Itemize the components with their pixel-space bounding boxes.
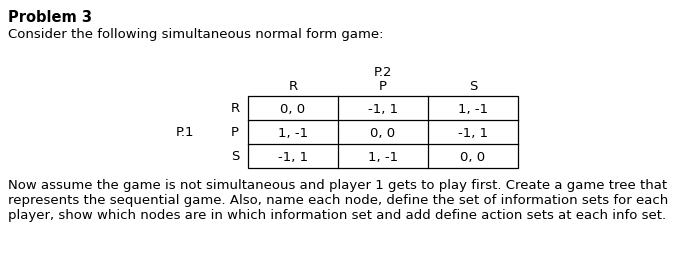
- Text: -1, 1: -1, 1: [278, 150, 308, 163]
- Text: -1, 1: -1, 1: [458, 126, 488, 139]
- Text: Consider the following simultaneous normal form game:: Consider the following simultaneous norm…: [8, 28, 384, 41]
- Text: represents the sequential game. Also, name each node, define the set of informat: represents the sequential game. Also, na…: [8, 193, 668, 206]
- Text: S: S: [231, 150, 239, 163]
- Bar: [248, 97, 518, 168]
- Text: P: P: [379, 80, 387, 93]
- Text: P: P: [231, 126, 239, 139]
- Text: 1, -1: 1, -1: [458, 102, 488, 115]
- Text: P.1: P.1: [176, 126, 194, 139]
- Text: P.2: P.2: [374, 65, 392, 78]
- Text: 0, 0: 0, 0: [281, 102, 306, 115]
- Text: -1, 1: -1, 1: [368, 102, 398, 115]
- Text: player, show which nodes are in which information set and add define action sets: player, show which nodes are in which in…: [8, 208, 666, 221]
- Text: 0, 0: 0, 0: [460, 150, 485, 163]
- Text: 1, -1: 1, -1: [368, 150, 398, 163]
- Text: Problem 3: Problem 3: [8, 10, 92, 25]
- Text: 0, 0: 0, 0: [370, 126, 396, 139]
- Text: R: R: [289, 80, 297, 93]
- Text: S: S: [469, 80, 477, 93]
- Text: R: R: [230, 102, 240, 115]
- Text: Now assume the game is not simultaneous and player 1 gets to play first. Create : Now assume the game is not simultaneous …: [8, 178, 667, 191]
- Text: 1, -1: 1, -1: [278, 126, 308, 139]
